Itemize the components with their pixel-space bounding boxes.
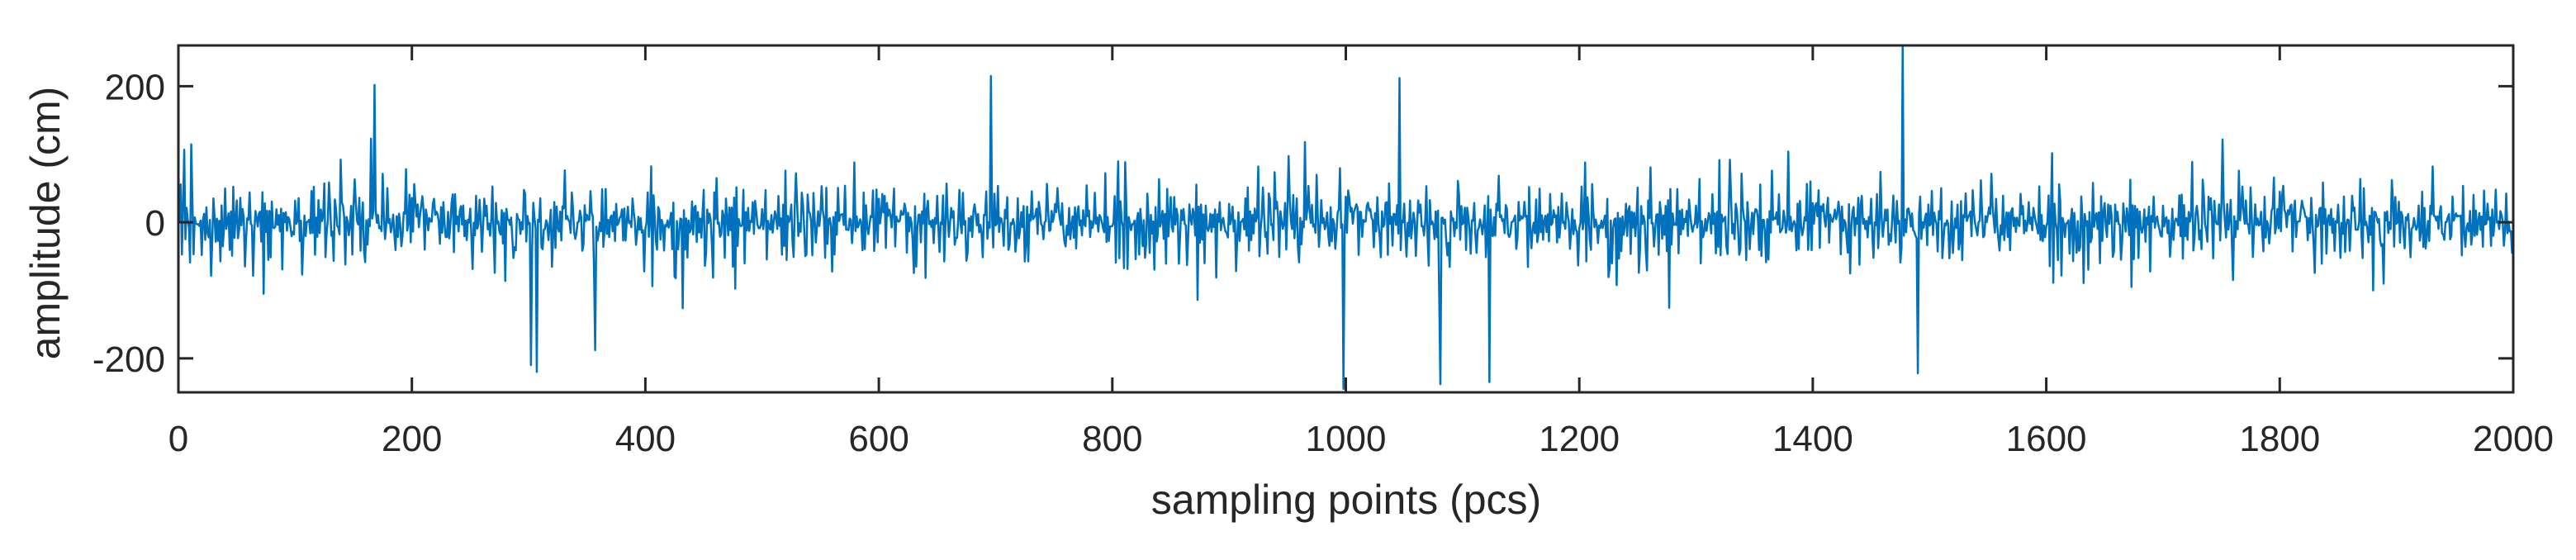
y-tick-label: 200 bbox=[105, 67, 165, 107]
y-tick-label: -200 bbox=[93, 339, 165, 380]
axes-layer: 0 200 400 600 800 1000 1200 1400 1600 1800 2000-20… bbox=[93, 44, 2554, 459]
x-tick-label: 200 bbox=[382, 419, 442, 459]
x-tick-label: 400 bbox=[615, 419, 676, 459]
y-axis-title: amplitude (cm) bbox=[22, 87, 69, 360]
plot-layer bbox=[178, 45, 2513, 391]
x-tick-label: 600 bbox=[848, 419, 908, 459]
y-tick-label: 0 bbox=[145, 203, 165, 244]
x-tick-label: 0 bbox=[168, 419, 188, 459]
x-tick-label: 800 bbox=[1082, 419, 1142, 459]
x-tick-label: 2000 bbox=[2473, 419, 2554, 459]
series-line bbox=[178, 45, 2513, 391]
x-tick-label: 1600 bbox=[2006, 419, 2087, 459]
x-tick-label: 1200 bbox=[1539, 419, 1620, 459]
x-tick-label: 1400 bbox=[1772, 419, 1853, 459]
x-axis-title: sampling points (pcs) bbox=[1151, 477, 1541, 523]
x-tick-label: 1000 bbox=[1306, 419, 1387, 459]
x-tick-label: 1800 bbox=[2239, 419, 2320, 459]
